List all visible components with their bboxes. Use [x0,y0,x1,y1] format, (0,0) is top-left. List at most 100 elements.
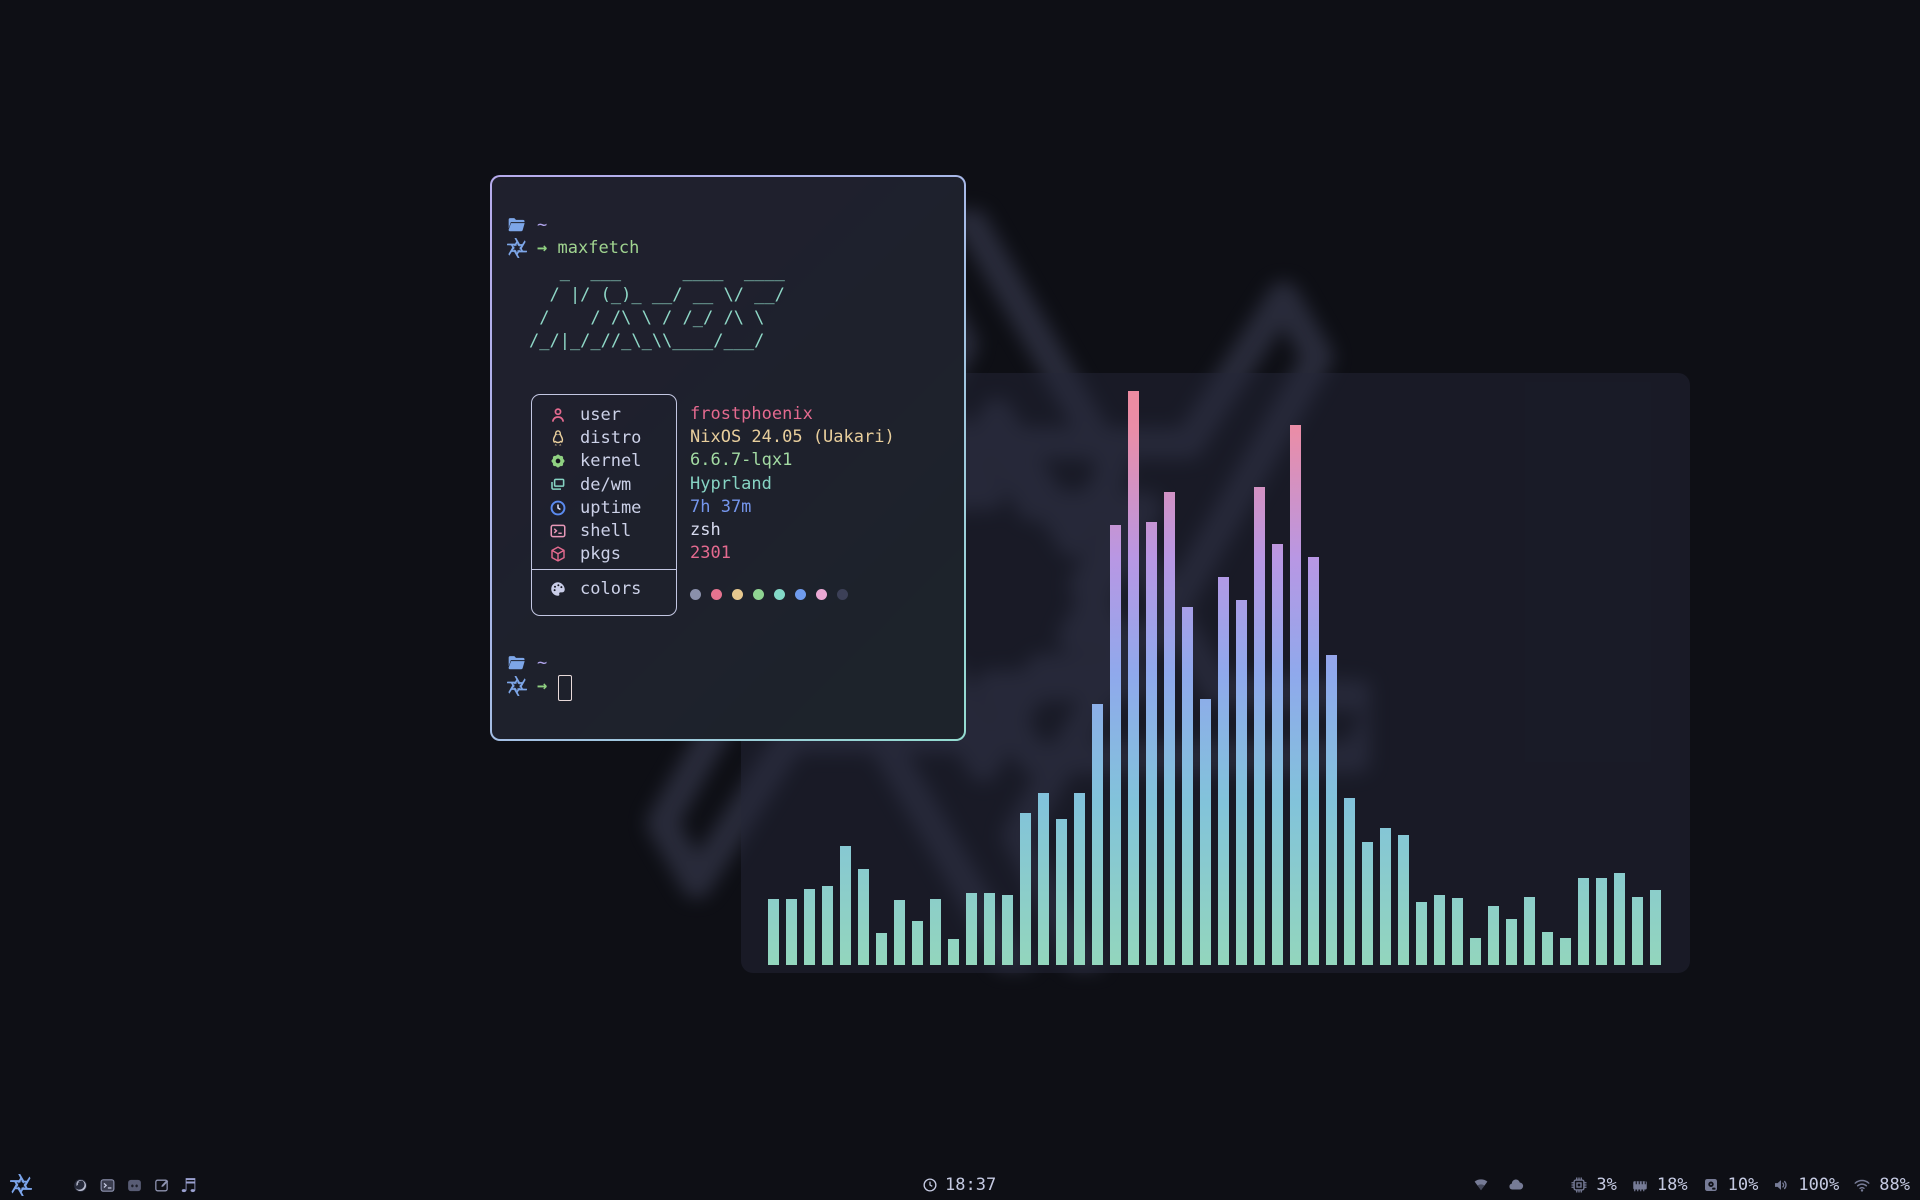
prompt-arrow-icon: → [537,675,548,696]
prompt-path: ~ [537,214,548,235]
taskbar-left: ♬ [10,1174,197,1196]
dewm-icon [549,476,568,495]
music-note-glyph: ♬ [180,1174,198,1197]
info-row-dewm: de/wm [532,474,676,497]
terminal-app-icon[interactable] [99,1177,116,1194]
viz-bar [1380,828,1391,965]
music-icon[interactable]: ♬ [180,1174,198,1197]
viz-bar [1272,544,1283,965]
viz-bar [1074,793,1085,965]
metric-ram[interactable]: 18% [1631,1175,1688,1195]
viz-bar [1578,878,1589,965]
info-value-user: frostphoenix [690,404,813,424]
colors-row: colors [532,578,676,601]
palette-dot [837,589,848,600]
viz-bar [858,869,869,965]
viz-bar [1020,813,1031,965]
command-text: maxfetch [557,237,640,258]
palette-dot [732,589,743,600]
viz-bar [1110,525,1121,965]
info-label: user [580,405,621,425]
clock-text: 18:37 [945,1175,997,1195]
metric-value: 100% [1798,1175,1840,1195]
taskbar: ♬ 18:37 3% 18% 10% 100% 88% [0,1170,1920,1200]
viz-bar [894,900,905,965]
discord-icon[interactable] [126,1177,143,1194]
metric-value: 18% [1656,1175,1688,1195]
taskbar-clock[interactable]: 18:37 [922,1175,996,1195]
shell-icon [549,522,568,541]
info-label: kernel [580,451,642,472]
prompt-path: ~ [537,652,548,673]
notes-icon[interactable] [153,1177,170,1194]
metric-cpu[interactable]: 3% [1570,1175,1617,1195]
metric-value: 3% [1596,1175,1617,1195]
info-row-shell: shell [532,520,676,543]
viz-bar [1344,798,1355,965]
palette-dot [774,589,785,600]
nixos-menu-icon[interactable] [10,1174,32,1196]
viz-bar [1434,895,1445,965]
prompt-arrow-icon: → [537,237,548,258]
viz-bar [1146,522,1157,965]
user-icon [549,406,568,425]
nix-snowflake-icon [507,675,527,696]
wifi-icon [1853,1176,1872,1195]
viz-bar [1002,895,1013,965]
viz-bar [1326,655,1337,965]
visualizer-bars [741,373,1690,973]
viz-bar [1596,878,1607,965]
metric-value: 10% [1727,1175,1759,1195]
info-label: uptime [580,497,642,518]
kernel-icon [549,452,568,471]
table-divider [532,569,676,570]
palette-dot [711,589,722,600]
metric-disk[interactable]: 10% [1702,1175,1759,1195]
viz-bar [966,893,977,965]
terminal-window[interactable]: ~ → maxfetch _ ___ ____ ____ / |/ (_)_ _… [490,175,966,741]
cloud-icon[interactable] [1507,1176,1526,1195]
colors-label: colors [580,579,642,599]
terminal-color-palette [690,589,848,601]
viz-bar [840,846,851,965]
palette-dot [690,589,701,600]
metric-volume[interactable]: 100% [1772,1175,1839,1195]
viz-bar [1254,487,1265,965]
viz-bar [912,921,923,965]
distro-icon [549,429,568,448]
volume-icon [1772,1176,1791,1195]
disk-icon [1702,1176,1721,1195]
info-value-pkgs: 2301 [690,543,731,564]
info-label: de/wm [580,474,632,495]
viz-bar [1128,391,1139,965]
viz-bar [1398,835,1409,965]
viz-bar [1524,897,1535,965]
info-label: pkgs [580,544,621,565]
network-signal-icon[interactable] [1472,1176,1491,1195]
info-row-distro: distro [532,427,676,450]
viz-bar [1092,704,1103,965]
info-row-user: user [532,404,676,427]
terminal-cursor [558,675,572,701]
viz-bar [1290,425,1301,965]
info-value-uptime: 7h 37m [690,496,752,517]
metric-value: 88% [1879,1175,1910,1195]
palette-dot [816,589,827,600]
info-value-shell: zsh [690,520,721,540]
viz-bar [1452,898,1463,965]
firefox-icon[interactable] [72,1177,89,1194]
clock-icon [922,1177,938,1193]
viz-bar [1182,607,1193,965]
viz-bar [804,889,815,965]
nixos-ascii-logo: _ ___ ____ ____ / |/ (_)_ __/ __ \/ __/ … [529,262,785,351]
folder-icon [507,653,527,673]
metric-wifi[interactable]: 88% [1853,1175,1910,1195]
info-value-distro: NixOS 24.05 (Uakari) [690,427,895,448]
info-value-kernel: 6.6.7-lqx1 [690,450,793,471]
viz-bar [786,899,797,965]
info-label: distro [580,428,642,449]
viz-bar [1542,932,1553,965]
viz-bar [1236,600,1247,965]
audio-visualizer-window[interactable] [741,373,1690,973]
viz-bar [1632,897,1643,965]
